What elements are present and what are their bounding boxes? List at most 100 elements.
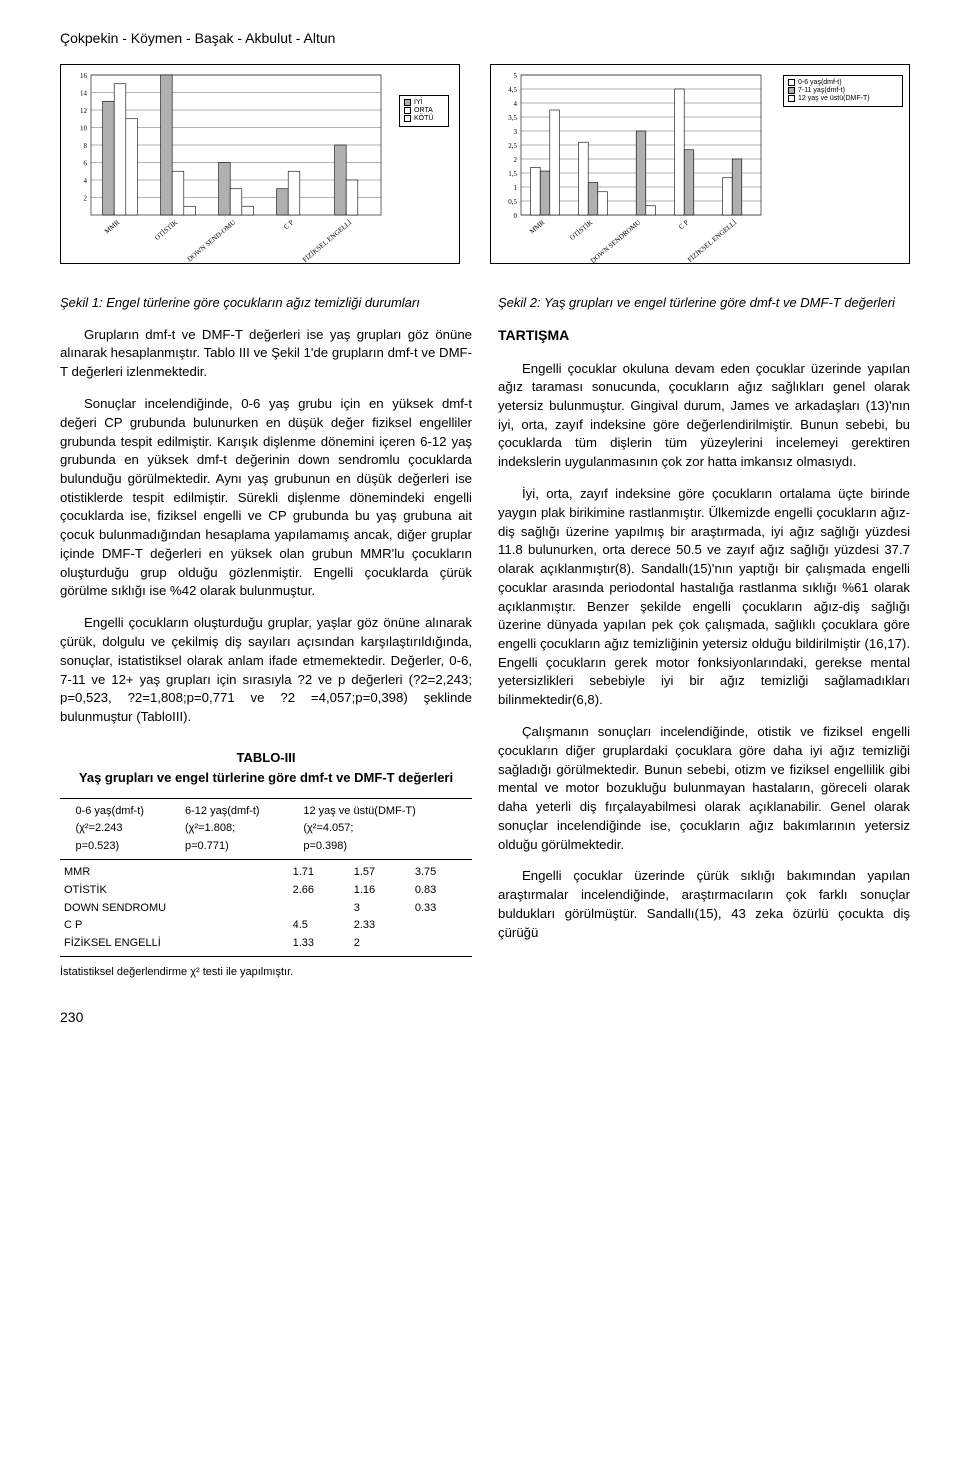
table-cell: MMR [60, 864, 289, 882]
table-cell: 2.33 [350, 917, 411, 935]
table-cell: p=0.771) [181, 838, 299, 856]
table-cell: 1.57 [350, 864, 411, 882]
legend-item: 12 yaş ve üstü(DMF-T) [788, 95, 898, 102]
table-cell [411, 917, 472, 935]
legend-label: ORTA [414, 107, 433, 114]
table-cell: 1.71 [289, 864, 350, 882]
table-cell: p=0.398) [299, 838, 472, 856]
table-cell: 1.33 [289, 935, 350, 953]
table-cell [60, 803, 71, 821]
svg-text:FİZİKSEL ENGELLİ: FİZİKSEL ENGELLİ [686, 218, 739, 263]
table-row: DOWN SENDROMU 30.33 [60, 900, 472, 918]
table-cell: 12 yaş ve üstü(DMF-T) [299, 803, 472, 821]
left-p3: Engelli çocukların oluşturduğu gruplar, … [60, 614, 472, 726]
table-cell: 0.33 [411, 900, 472, 918]
svg-text:0,5: 0,5 [508, 198, 517, 206]
table-cell: (χ²=1.808; [181, 820, 299, 838]
table-cell: 0-6 yaş(dmf-t) [71, 803, 181, 821]
svg-text:4,5: 4,5 [508, 86, 517, 94]
legend-swatch [404, 107, 411, 114]
svg-text:OTİSTİK: OTİSTİK [568, 218, 594, 242]
svg-text:3,5: 3,5 [508, 114, 517, 122]
svg-text:1: 1 [514, 184, 518, 192]
chart-figure-2: 00,511,522,533,544,55MMROTİSTİKDOWN SEND… [490, 64, 910, 264]
table-cell: FİZİKSEL ENGELLİ [60, 935, 289, 953]
table-cell: 3 [350, 900, 411, 918]
left-p1: Grupların dmf-t ve DMF-T değerleri ise y… [60, 326, 472, 382]
svg-text:DOWN SENDROMU: DOWN SENDROMU [589, 218, 642, 263]
legend-item: KÖTÜ [404, 115, 444, 122]
table-3: TABLO-III Yaş grupları ve engel türlerin… [60, 749, 472, 981]
right-p1: Engelli çocuklar okuluna devam eden çocu… [498, 360, 910, 472]
svg-text:8: 8 [84, 142, 88, 150]
table-row: OTİSTİK2.661.160.83 [60, 882, 472, 900]
chart-figure-1: 246810121416MMROTİSTİKDOWN SEND-OMUC PFİ… [60, 64, 460, 264]
table-cell: 0.83 [411, 882, 472, 900]
legend-label: KÖTÜ [414, 115, 433, 122]
svg-text:C P: C P [282, 218, 295, 231]
table-cell: 2.66 [289, 882, 350, 900]
svg-text:1,5: 1,5 [508, 170, 517, 178]
legend-swatch [788, 87, 795, 94]
table-note: İstatistiksel değerlendirme χ² testi ile… [60, 965, 472, 981]
svg-text:12: 12 [80, 107, 88, 115]
table-cell: 6-12 yaş(dmf-t) [181, 803, 299, 821]
left-p2: Sonuçlar incelendiğinde, 0-6 yaş grubu i… [60, 395, 472, 601]
svg-text:4: 4 [84, 177, 88, 185]
right-column: Şekil 2: Yaş grupları ve engel türlerine… [498, 294, 910, 981]
svg-text:2: 2 [84, 195, 88, 203]
table-row: FİZİKSEL ENGELLİ1.332 [60, 935, 472, 953]
data-table: 0-6 yaş(dmf-t)6-12 yaş(dmf-t)12 yaş ve ü… [60, 803, 472, 856]
svg-text:16: 16 [80, 72, 88, 80]
svg-text:MMR: MMR [103, 218, 122, 235]
table-row: MMR1.711.573.75 [60, 864, 472, 882]
table-cell: C P [60, 917, 289, 935]
table-cell: (χ²=2.243 [71, 820, 181, 838]
table-cell [411, 935, 472, 953]
charts-row: 246810121416MMROTİSTİKDOWN SEND-OMUC PFİ… [60, 64, 910, 264]
right-p2: İyi, orta, zayıf indeksine göre çocuklar… [498, 485, 910, 710]
table-subtitle: Yaş grupları ve engel türlerine göre dmf… [60, 769, 472, 787]
section-title-tartisma: TARTIŞMA [498, 326, 910, 346]
table-cell: (χ²=4.057; [299, 820, 472, 838]
table-cell: DOWN SENDROMU [60, 900, 289, 918]
header-authors: Çokpekin - Köymen - Başak - Akbulut - Al… [60, 30, 910, 46]
table-row: C P4.52.33 [60, 917, 472, 935]
table-cell: OTİSTİK [60, 882, 289, 900]
legend-swatch [788, 95, 795, 102]
svg-text:14: 14 [80, 90, 88, 98]
legend-label: 0-6 yaş(dmf-t) [798, 79, 842, 86]
two-column-body: Şekil 1: Engel türlerine göre çocukların… [60, 294, 910, 981]
svg-text:0: 0 [514, 212, 518, 220]
right-p4: Engelli çocuklar üzerinde çürük sıklığı … [498, 867, 910, 942]
legend-label: 12 yaş ve üstü(DMF-T) [798, 95, 870, 102]
svg-text:MMR: MMR [528, 218, 547, 235]
page-root: Çokpekin - Köymen - Başak - Akbulut - Al… [0, 0, 960, 1065]
svg-text:C P: C P [677, 218, 690, 231]
left-column: Şekil 1: Engel türlerine göre çocukların… [60, 294, 472, 981]
svg-text:4: 4 [514, 100, 518, 108]
table-cell: 3.75 [411, 864, 472, 882]
page-number: 230 [60, 1009, 910, 1025]
svg-text:2,5: 2,5 [508, 142, 517, 150]
right-p3: Çalışmanın sonuçları incelendiğinde, oti… [498, 723, 910, 854]
table-title: TABLO-III [60, 749, 472, 767]
legend-swatch [404, 99, 411, 106]
figure-2-caption: Şekil 2: Yaş grupları ve engel türlerine… [498, 294, 910, 312]
legend-label: 7-11 yaş(dmf-t) [798, 87, 845, 94]
data-table-body: MMR1.711.573.75OTİSTİK2.661.160.83DOWN S… [60, 864, 472, 952]
svg-text:2: 2 [514, 156, 518, 164]
legend-swatch [788, 79, 795, 86]
svg-text:FİZİKSEL ENGELLİ: FİZİKSEL ENGELLİ [301, 218, 354, 263]
table-cell [60, 838, 71, 856]
table-cell: 2 [350, 935, 411, 953]
table-cell [60, 820, 71, 838]
svg-text:OTİSTİK: OTİSTİK [153, 218, 179, 242]
legend-swatch [404, 115, 411, 122]
legend-item: 0-6 yaş(dmf-t) [788, 79, 898, 86]
table-cell: 4.5 [289, 917, 350, 935]
table-cell [289, 900, 350, 918]
table-cell: p=0.523) [71, 838, 181, 856]
legend-item: İYİ [404, 99, 444, 106]
svg-text:5: 5 [514, 72, 518, 80]
